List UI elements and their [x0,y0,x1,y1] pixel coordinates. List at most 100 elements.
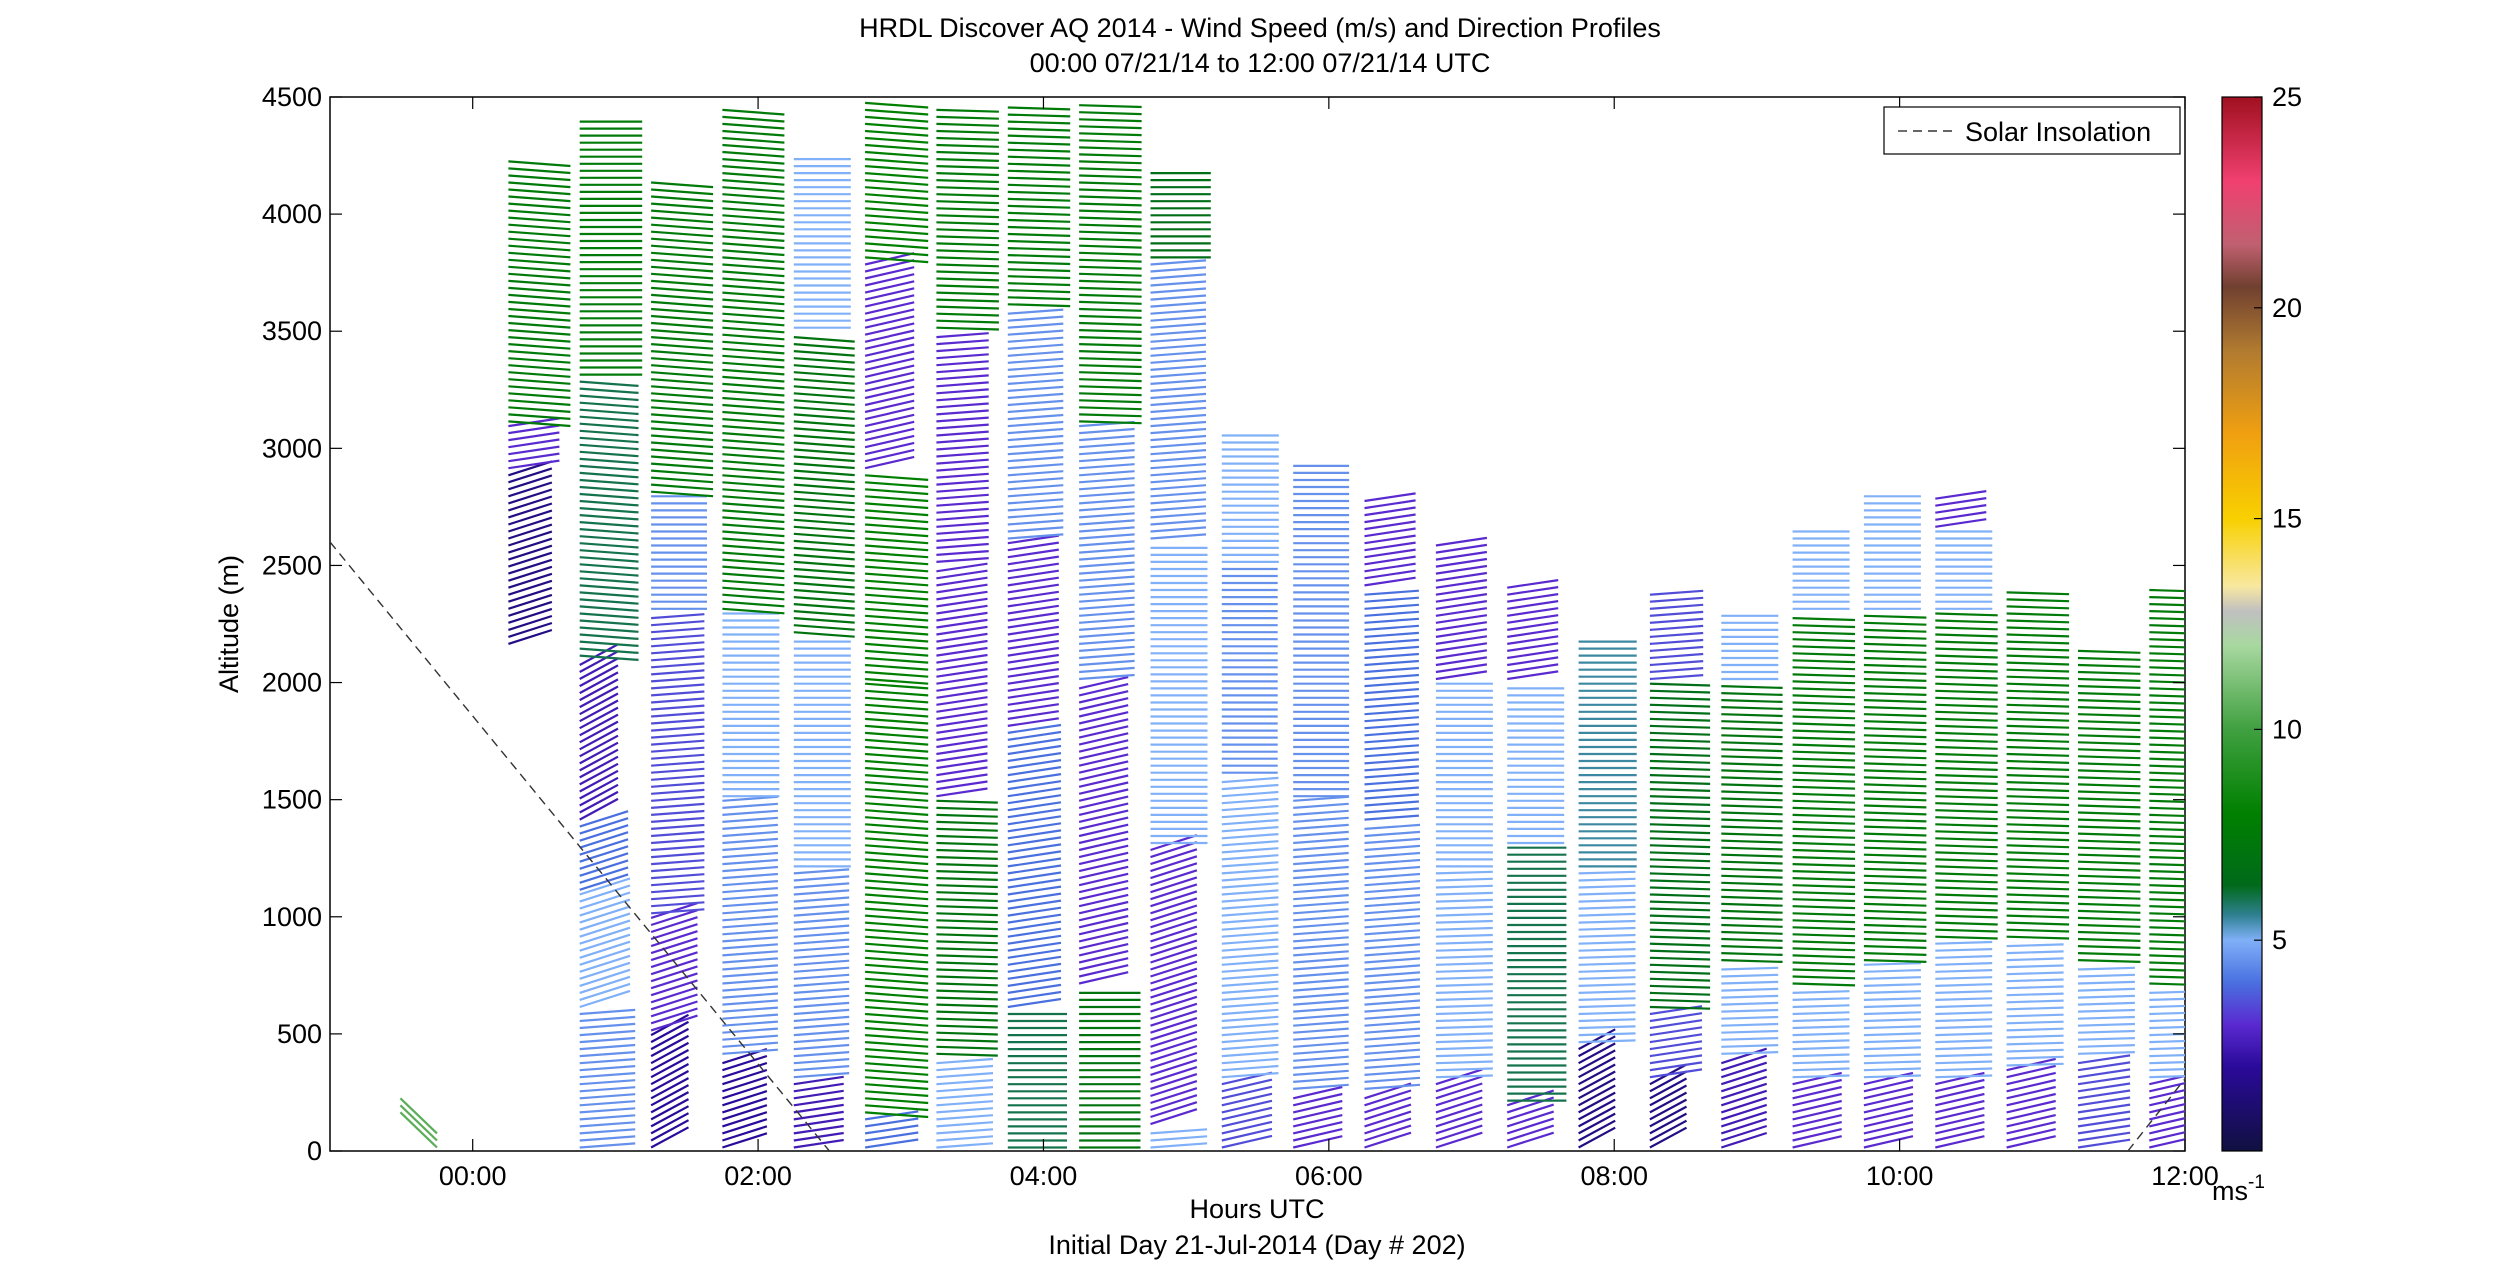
wind-barb [2149,834,2185,839]
wind-barb [722,410,785,418]
wind-barb [936,975,998,980]
wind-barb [1863,1135,1914,1149]
wind-barb [1078,788,1129,802]
wind-barb [1721,734,1783,739]
wind-barb [1078,865,1129,880]
wind-barb [1150,427,1207,435]
wind-barb [1935,612,1998,617]
wind-barb [865,186,929,193]
wind-barb [865,607,929,615]
wind-barb [865,949,929,957]
wind-barb [1863,1092,1914,1107]
wind-barb [793,441,855,449]
wind-barb [1649,984,1711,989]
wind-barb [1079,139,1142,144]
wind-barb [1578,1098,1616,1121]
wind-barb [936,186,999,191]
wind-barb [579,1114,636,1121]
wind-barb [1364,1096,1412,1114]
wind-barb [651,392,714,399]
wind-barb [579,1022,636,1030]
wind-barb [508,600,553,617]
wind-barb [1792,940,1856,945]
wind-barb [1293,851,1349,859]
wind-barb [1221,1057,1279,1065]
wind-barb [2077,1117,2131,1128]
wind-barb [864,378,915,392]
wind-barb [793,469,855,477]
wind-barb [579,478,639,486]
wind-barb [1863,825,1927,830]
wind-barb [793,980,850,987]
wind-barb [936,1045,998,1050]
wind-barb [1649,830,1711,835]
wind-barb [579,838,629,856]
wind-barb [2149,1075,2185,1079]
wind-barb [2077,923,2141,928]
wind-barb [1935,921,1998,926]
wind-barb [2077,1037,2135,1041]
wind-barb [1649,596,1704,603]
wind-barb [722,129,785,137]
wind-barb [722,1118,768,1135]
wind-barb [1649,1119,1688,1142]
wind-barb [1364,520,1416,531]
solar-insolation-line [330,541,830,1151]
wind-barb [1435,983,1493,987]
wind-barb [508,364,571,371]
wind-barb [1863,959,1927,963]
wind-barb [579,1058,636,1065]
wind-barb [1221,889,1279,896]
wind-barb [2077,952,2141,956]
wind-barb [1578,1119,1616,1142]
wind-barb [1649,689,1711,694]
wind-barb [508,343,571,350]
wind-barb [1935,1074,1993,1079]
wind-barb [864,448,915,463]
wind-barb [1792,933,1856,938]
wind-barb [651,655,705,662]
wind-barb [2006,1128,2056,1142]
wind-barb [1863,692,1927,696]
wind-barb [793,336,855,343]
wind-barb [722,971,778,978]
wind-barb [2006,1041,2064,1046]
wind-barb [722,1041,778,1048]
wind-barb [936,507,989,514]
wind-barb [1364,1020,1421,1027]
wind-barb [1150,449,1207,456]
wind-barb [1078,879,1129,894]
wind-barb [508,392,571,399]
wind-barb [1007,491,1064,498]
wind-barb [864,399,915,414]
wind-barb [936,926,998,931]
wind-barb [936,710,988,720]
wind-barb [579,762,619,786]
wind-barb [1079,596,1135,603]
wind-barb [1293,999,1349,1006]
wind-barb [1863,888,1927,893]
wind-barb [1364,673,1419,681]
wind-barb [1078,929,1129,943]
wind-barb [508,614,553,631]
wind-barb [1292,1114,1343,1128]
wind-barb [1293,802,1349,809]
wind-barb [1150,350,1207,357]
wind-barb [1721,959,1783,963]
wind-barb [1221,1001,1279,1009]
wind-barb [2149,806,2185,811]
wind-barb [1578,948,1636,952]
wind-barb [1364,1041,1421,1048]
wind-barb [579,1107,636,1114]
wind-barb [1935,1085,1985,1100]
wind-barb [1720,1110,1768,1128]
wind-barb [1007,322,1064,329]
wind-barb [1649,816,1711,821]
wind-barb [1649,977,1711,982]
wind-barb [2006,844,2070,849]
y-tick-label: 3500 [262,316,322,346]
wind-barb [1792,778,1856,783]
wind-barb [579,968,631,987]
wind-barb [1935,766,1998,771]
